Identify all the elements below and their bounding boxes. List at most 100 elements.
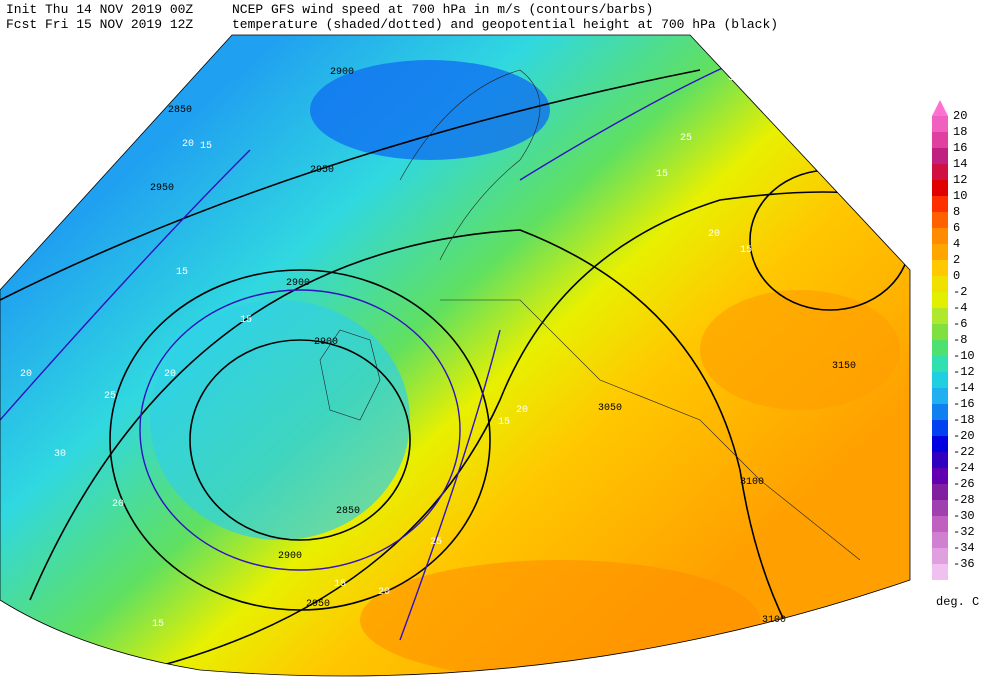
map-border: [0, 34, 911, 677]
legend-label: 0: [953, 269, 960, 283]
legend-label: -4: [953, 301, 967, 315]
legend-swatch: [932, 388, 948, 404]
height-label: 3150: [832, 361, 856, 372]
legend-swatch: [932, 340, 948, 356]
wind-label: 30: [728, 73, 740, 84]
legend-label: 6: [953, 221, 960, 235]
legend-label: -20: [953, 429, 975, 443]
legend-swatch: [932, 196, 948, 212]
wind-label: 20: [182, 139, 194, 150]
legend-swatch: [932, 276, 948, 292]
legend-swatch: [932, 564, 948, 580]
wind-label: 25: [104, 391, 116, 402]
legend-swatch: [932, 356, 948, 372]
legend-label: -14: [953, 381, 975, 395]
legend-label: -16: [953, 397, 975, 411]
map-subtitle: temperature (shaded/dotted) and geopoten…: [232, 17, 778, 32]
legend-swatch: [932, 548, 948, 564]
height-label: 3100: [740, 477, 764, 488]
legend-label: 8: [953, 205, 960, 219]
legend-label: -22: [953, 445, 975, 459]
wind-label: 25: [430, 537, 442, 548]
wind-label: 15: [740, 245, 752, 256]
legend-label: -28: [953, 493, 975, 507]
legend-arrow: [932, 100, 948, 116]
height-label: 2950: [306, 599, 330, 610]
height-label: 2900: [314, 337, 338, 348]
legend: 20181614121086420-2-4-6-8-10-12-14-16-18…: [932, 109, 975, 580]
wind-label: 15: [498, 417, 510, 428]
legend-label: -6: [953, 317, 967, 331]
legend-label: -26: [953, 477, 975, 491]
height-label: 2850: [336, 506, 360, 517]
height-label: 2950: [150, 183, 174, 194]
map-title: NCEP GFS wind speed at 700 hPa in m/s (c…: [232, 2, 653, 17]
legend-swatch: [932, 228, 948, 244]
legend-swatch: [932, 180, 948, 196]
legend-swatch: [932, 244, 948, 260]
wind-label: 20: [708, 229, 720, 240]
height-label: 2950: [310, 165, 334, 176]
legend-swatch: [932, 164, 948, 180]
map-area: [0, 35, 910, 676]
legend-label: -30: [953, 509, 975, 523]
legend-swatch: [932, 404, 948, 420]
legend-label: 20: [953, 109, 967, 123]
legend-swatch: [932, 372, 948, 388]
init-time: Init Thu 14 NOV 2019 00Z: [6, 2, 193, 17]
wind-contours: [0, 59, 741, 641]
forecast-time: Fcst Fri 15 NOV 2019 12Z: [6, 17, 193, 32]
legend-swatch: [932, 532, 948, 548]
legend-swatch: [932, 148, 948, 164]
wind-label: 15: [334, 579, 346, 590]
legend-swatch: [932, 308, 948, 324]
legend-label: 4: [953, 237, 960, 251]
wind-label: 20: [516, 405, 528, 416]
legend-swatch: [932, 452, 948, 468]
legend-swatch: [932, 516, 948, 532]
wind-label: 30: [54, 449, 66, 460]
legend-label: 18: [953, 125, 967, 139]
cold-pool: [150, 300, 410, 540]
wind-label: 15: [656, 169, 668, 180]
legend-swatch: [932, 468, 948, 484]
warm-area: [700, 290, 900, 410]
legend-label: -32: [953, 525, 975, 539]
cold-pool: [310, 60, 550, 160]
legend-label: -8: [953, 333, 967, 347]
wind-label: 15: [176, 267, 188, 278]
legend-swatch: [932, 132, 948, 148]
wind-label: 20: [378, 587, 390, 598]
legend-swatch: [932, 116, 948, 132]
legend-swatch: [932, 484, 948, 500]
wind-label: 20: [20, 369, 32, 380]
legend-label: 2: [953, 253, 960, 267]
legend-label: -36: [953, 557, 975, 571]
height-label: 2900: [330, 67, 354, 78]
wind-label: 20: [112, 499, 124, 510]
height-label: 2900: [286, 278, 310, 289]
legend-swatch: [932, 292, 948, 308]
legend-swatch: [932, 420, 948, 436]
legend-label: -10: [953, 349, 975, 363]
wind-label: 15: [240, 315, 252, 326]
legend-label: -24: [953, 461, 975, 475]
legend-label: 12: [953, 173, 967, 187]
legend-label: 10: [953, 189, 967, 203]
legend-label: -12: [953, 365, 975, 379]
legend-label: 14: [953, 157, 967, 171]
height-label: 3100: [762, 615, 786, 626]
legend-swatch: [932, 324, 948, 340]
legend-swatch: [932, 436, 948, 452]
wind-label: 20: [164, 369, 176, 380]
legend-swatch: [932, 260, 948, 276]
legend-label: -34: [953, 541, 975, 555]
height-label: 2850: [168, 105, 192, 116]
legend-label: 16: [953, 141, 967, 155]
height-label: 2900: [278, 551, 302, 562]
legend-label: -2: [953, 285, 967, 299]
wind-label: 15: [152, 619, 164, 630]
wind-label: 15: [200, 141, 212, 152]
wind-label: 25: [680, 133, 692, 144]
